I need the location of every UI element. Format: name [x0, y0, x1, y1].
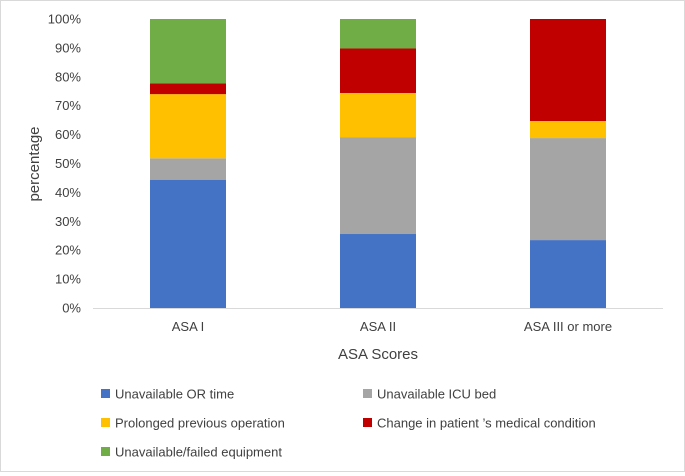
legend-label: Change in patient ’s medical condition — [377, 416, 596, 431]
bar-segment — [340, 48, 416, 93]
y-tick-label: 90% — [55, 40, 81, 55]
y-tick-label: 80% — [55, 69, 81, 84]
x-tick-label: ASA II — [360, 319, 396, 334]
y-tick-label: 30% — [55, 214, 81, 229]
bar-segment — [150, 158, 226, 180]
legend-label: Unavailable OR time — [115, 387, 234, 402]
y-tick-label: 100% — [48, 12, 82, 27]
x-tick-label: ASA I — [172, 319, 205, 334]
legend-item: Unavailable ICU bed — [363, 387, 496, 402]
legend-item: Change in patient ’s medical condition — [363, 416, 596, 431]
legend-item: Unavailable/failed equipment — [101, 445, 282, 460]
bar-segment — [530, 240, 606, 308]
legend-swatch — [363, 418, 372, 427]
bar-segment — [150, 94, 226, 159]
y-axis-ticks: 0% 10% 20% 30% 40% 50% 60% 70% 80% 90% 100% — [48, 12, 82, 316]
y-tick-label: 50% — [55, 156, 81, 171]
y-tick-label: 20% — [55, 243, 81, 258]
legend-label: Unavailable/failed equipment — [115, 445, 282, 460]
bar-segment — [340, 92, 416, 138]
bar-segment — [340, 234, 416, 308]
legend-label: Prolonged previous operation — [115, 416, 285, 431]
y-axis-title: percentage — [26, 126, 43, 201]
bars — [150, 19, 606, 308]
y-tick-label: 70% — [55, 98, 81, 113]
x-tick-label: ASA III or more — [524, 319, 612, 334]
legend-swatch — [101, 418, 110, 427]
y-tick-label: 10% — [55, 272, 81, 287]
legend-swatch — [101, 389, 110, 398]
x-axis-ticks: ASA I ASA II ASA III or more — [172, 319, 612, 334]
bar-segment — [150, 19, 226, 84]
bar-segment — [530, 121, 606, 139]
bar-segment — [150, 179, 226, 308]
y-tick-label: 40% — [55, 185, 81, 200]
y-tick-label: 0% — [62, 301, 81, 316]
bar-segment — [150, 83, 226, 95]
legend: Unavailable OR time Unavailable ICU bed Pr… — [101, 387, 596, 460]
y-tick-label: 60% — [55, 127, 81, 142]
bar-segment — [530, 138, 606, 241]
legend-label: Unavailable ICU bed — [377, 387, 496, 402]
bar-segment — [340, 137, 416, 235]
legend-item: Prolonged previous operation — [101, 416, 285, 431]
legend-item: Unavailable OR time — [101, 387, 234, 402]
legend-swatch — [363, 389, 372, 398]
bar-segment — [340, 19, 416, 49]
legend-swatch — [101, 447, 110, 456]
bar-segment — [530, 19, 606, 122]
x-axis-title: ASA Scores — [338, 346, 418, 363]
